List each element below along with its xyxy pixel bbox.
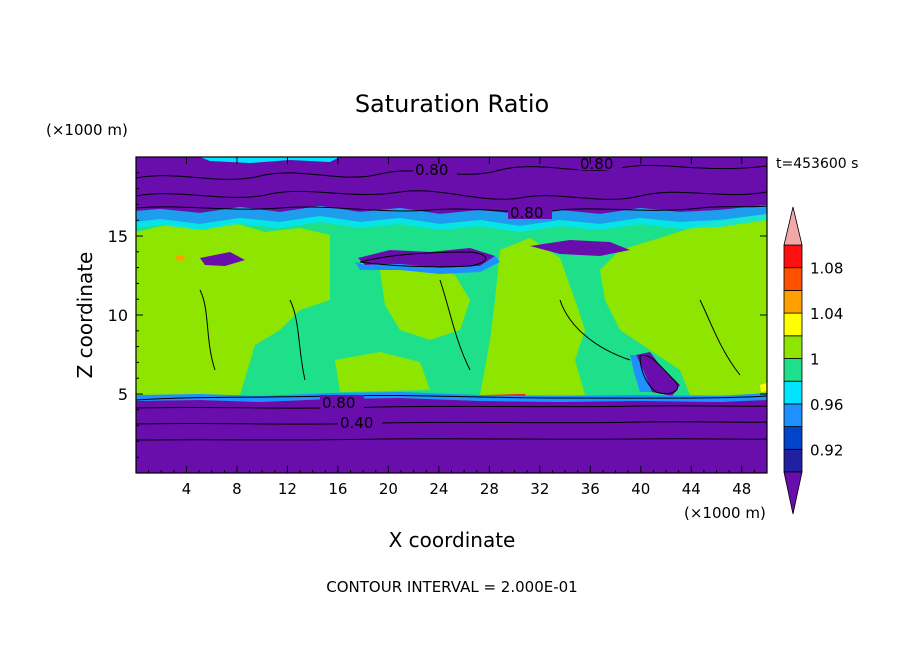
plot-area: 0.80 0.80 0.80 0.80 0.40 bbox=[136, 155, 767, 473]
y-tick-label: 5 bbox=[118, 385, 128, 404]
top-edge-cyan bbox=[200, 157, 340, 163]
contour-interval-footer: CONTOUR INTERVAL = 2.000E-01 bbox=[326, 578, 577, 596]
colorbar-segment bbox=[783, 358, 803, 382]
contour-fine-3 bbox=[439, 279, 471, 371]
colorbar-under-arrow bbox=[783, 471, 803, 515]
supersat-spot-2 bbox=[760, 383, 767, 392]
colorbar: 0.92 0.96 1 1.04 1.08 bbox=[783, 206, 843, 515]
x-tick-label: 36 bbox=[581, 480, 600, 498]
contour-lower-1 bbox=[136, 394, 767, 401]
x-tick-label: 24 bbox=[429, 480, 448, 498]
z-units-label: (×1000 m) bbox=[46, 121, 128, 139]
contour-fine-4 bbox=[559, 299, 631, 361]
contour-lines bbox=[136, 164, 767, 441]
contour-upper-2 bbox=[136, 190, 767, 200]
y-tick-label: 15 bbox=[108, 227, 128, 246]
x-tick-label: 48 bbox=[732, 480, 751, 498]
contour-fine-5 bbox=[699, 299, 741, 376]
x-tick-label: 16 bbox=[328, 480, 347, 498]
contour-lower-3 bbox=[136, 421, 767, 425]
supersat-region-left bbox=[136, 222, 330, 395]
supersat-spot bbox=[176, 255, 185, 261]
colorbar-segment bbox=[783, 289, 803, 314]
contour-label-4: 0.80 bbox=[322, 394, 355, 412]
chart-title: Saturation Ratio bbox=[355, 90, 549, 118]
blue-rim-1 bbox=[355, 256, 500, 274]
supersat-patch-mid bbox=[380, 262, 470, 340]
colorbar-segment bbox=[783, 267, 803, 291]
dry-intrusion-1 bbox=[358, 248, 495, 268]
dry-intrusion-2 bbox=[530, 240, 630, 256]
x-axis-title: X coordinate bbox=[389, 528, 516, 552]
contour-mid-dry-1 bbox=[359, 251, 487, 268]
x-units-label: (×1000 m) bbox=[684, 504, 766, 522]
dry-intrusion-3 bbox=[200, 252, 245, 266]
y-axis: 5 10 15 bbox=[108, 172, 767, 458]
dry-intrusion-4 bbox=[636, 352, 680, 396]
colorbar-segment bbox=[783, 380, 803, 405]
x-tick-label: 20 bbox=[379, 480, 398, 498]
x-tick-label: 32 bbox=[530, 480, 549, 498]
x-tick-label: 44 bbox=[682, 480, 701, 498]
x-tick-label: 40 bbox=[631, 480, 650, 498]
colorbar-tick-label: 1 bbox=[810, 351, 820, 369]
colorbar-over-arrow bbox=[783, 206, 803, 246]
blue-rim-4 bbox=[630, 355, 652, 392]
colorbar-tick-label: 0.92 bbox=[810, 441, 843, 459]
contour-label-3: 0.80 bbox=[510, 204, 543, 222]
x-axis: 4 8 12 16 20 24 28 32 36 40 44 48 bbox=[148, 157, 755, 498]
colorbar-segment bbox=[783, 244, 803, 269]
y-axis-title: Z coordinate bbox=[73, 252, 97, 379]
upper-transition-cyan bbox=[136, 214, 767, 232]
contour-lower-2 bbox=[136, 405, 767, 409]
contour-fine-1 bbox=[199, 289, 216, 371]
x-tick-label: 4 bbox=[182, 480, 192, 498]
supersat-region-right bbox=[600, 214, 767, 395]
supersat-region-central bbox=[480, 238, 585, 395]
colorbar-segment bbox=[783, 448, 803, 473]
colorbar-tick-label: 1.04 bbox=[810, 305, 843, 323]
contour-label-2: 0.80 bbox=[580, 155, 613, 173]
x-tick-label: 28 bbox=[480, 480, 499, 498]
colorbar-tick-label: 0.96 bbox=[810, 396, 843, 414]
contour-upper-3 bbox=[136, 205, 767, 213]
y-tick-label: 10 bbox=[108, 306, 128, 325]
upper-transition-band bbox=[136, 205, 767, 226]
supersat-patch-low bbox=[335, 352, 430, 392]
contour-label-5: 0.40 bbox=[340, 414, 373, 432]
contour-label-1: 0.80 bbox=[415, 161, 448, 179]
colorbar-segment bbox=[783, 335, 803, 359]
x-tick-label: 12 bbox=[278, 480, 297, 498]
lower-dry-layer bbox=[136, 398, 767, 473]
time-label: t=453600 s bbox=[776, 156, 858, 172]
contour-lower-4 bbox=[136, 438, 767, 441]
colorbar-segment bbox=[783, 426, 803, 450]
colorbar-segment bbox=[783, 403, 803, 427]
contour-fine-2 bbox=[289, 299, 306, 381]
lower-transition-band bbox=[136, 392, 767, 402]
colorbar-segment bbox=[783, 312, 803, 337]
contour-mid-dry-2 bbox=[639, 354, 678, 395]
x-tick-label: 8 bbox=[232, 480, 242, 498]
colorbar-tick-label: 1.08 bbox=[810, 260, 843, 278]
contour-label-group: 0.80 0.80 0.80 0.80 0.40 bbox=[320, 155, 622, 432]
